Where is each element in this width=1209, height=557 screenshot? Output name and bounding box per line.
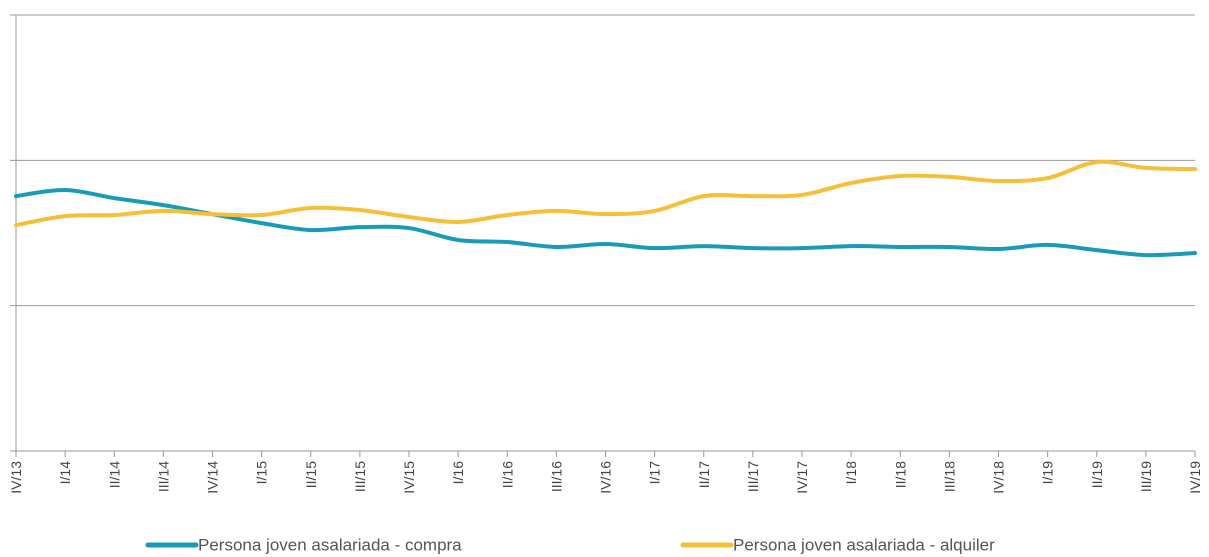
x-tick-label: I/14 [57,461,73,485]
x-tick-label: IV/13 [8,461,24,494]
x-tick-label: IV/14 [205,461,221,494]
x-tick-label: II/14 [106,461,122,488]
x-tick-label: II/15 [303,461,319,488]
x-tick-label: III/16 [548,461,564,492]
x-tick-label: II/17 [696,461,712,488]
x-tick-label: I/19 [1040,461,1056,485]
x-tick-label: III/17 [745,461,761,492]
x-tick-label: I/17 [647,461,663,485]
legend-label: Persona joven asalariada - compra [198,535,462,554]
x-tick-label: III/18 [941,461,957,492]
x-tick-label: III/14 [155,461,171,492]
x-tick-label: I/16 [450,461,466,485]
x-tick-label: II/16 [499,461,515,488]
series-line [14,187,1197,258]
x-tick-label: IV/18 [991,461,1007,494]
x-tick-label: IV/19 [1187,461,1203,494]
x-tick-label: IV/17 [794,461,810,494]
x-tick-label: I/18 [843,461,859,485]
x-tick-label: III/19 [1138,461,1154,492]
series-line [14,159,1197,228]
x-tick-label: IV/16 [598,461,614,494]
x-tick-label: IV/15 [401,461,417,494]
x-tick-label: II/19 [1089,461,1105,488]
x-tick-label: I/15 [254,461,270,485]
legend-label: Persona joven asalariada - alquiler [733,535,995,554]
x-tick-label: III/15 [352,461,368,492]
x-tick-label: II/18 [892,461,908,488]
